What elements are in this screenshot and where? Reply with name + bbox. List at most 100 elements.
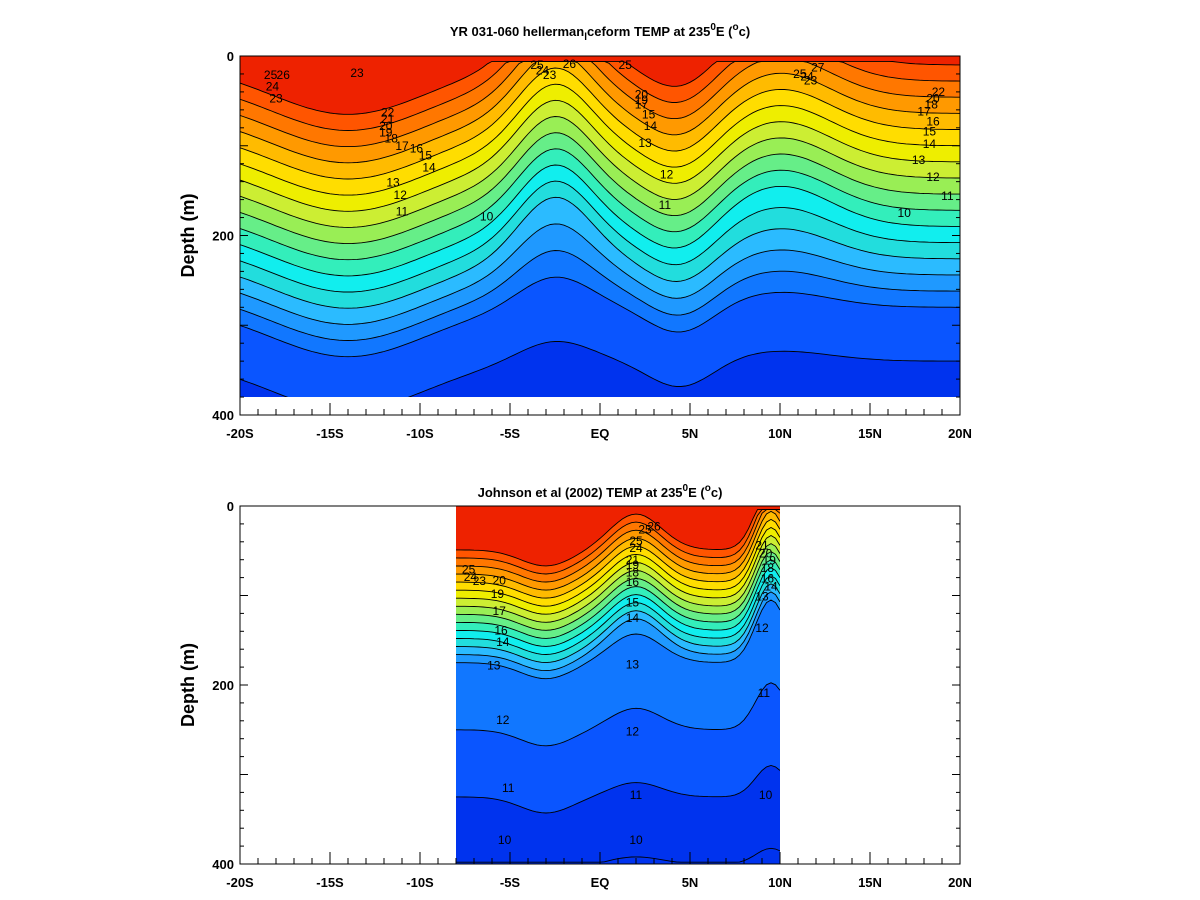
title-part: c)	[739, 24, 751, 39]
contour-line-27	[456, 509, 780, 567]
x-tick-label: 5N	[682, 426, 699, 441]
y-axis-label: Depth (m)	[178, 194, 198, 278]
contour-line-19	[240, 132, 960, 245]
contour-line-25	[456, 509, 780, 583]
contour-label: 18	[761, 561, 775, 575]
contour-line-20	[456, 543, 780, 623]
contour-line-26	[456, 509, 780, 575]
y-tick-label: 400	[212, 857, 234, 872]
contour-label: 23	[269, 91, 283, 105]
contour-line-24	[240, 60, 960, 164]
contour-label: 15	[642, 107, 656, 121]
contour-label: 12	[660, 168, 674, 182]
temperature-field	[456, 506, 780, 864]
contour-line-23	[456, 518, 780, 599]
contour-label: 21	[626, 553, 640, 567]
title-part: o	[705, 483, 711, 494]
contour-line-12	[240, 276, 960, 358]
contour-label: 11	[502, 781, 515, 795]
contour-label: 12	[626, 725, 640, 739]
contour-label: 19	[763, 554, 777, 568]
contour-line-14	[240, 223, 960, 325]
contour-label: 12	[394, 188, 408, 202]
contour-line-17	[240, 164, 960, 277]
contour-label: 26	[563, 57, 577, 71]
contour-label: 23	[543, 68, 557, 82]
contour-label: 24	[800, 70, 814, 84]
contour-line-17	[456, 567, 780, 647]
contour-label: 16	[626, 575, 640, 589]
title-part: l	[584, 32, 587, 43]
x-tick-label: 5N	[682, 875, 699, 890]
contour-label: 20	[379, 119, 393, 133]
contour-label: 20	[759, 547, 773, 561]
x-tick-label: -20S	[226, 875, 254, 890]
contour-label: 18	[925, 98, 939, 112]
contour-label: 13	[638, 136, 652, 150]
contour-label: 23	[473, 574, 487, 588]
x-tick-label: 20N	[948, 875, 972, 890]
title-part: Johnson et al (2002) TEMP at 235	[478, 485, 683, 500]
contour-line-20	[240, 116, 960, 228]
contour-label: 11	[758, 686, 771, 700]
contour-line-25	[240, 60, 960, 148]
title-part: E (	[716, 24, 733, 39]
x-tick-label: 20N	[948, 426, 972, 441]
contour-label: 11	[630, 788, 643, 802]
contour-label: 20	[493, 573, 507, 587]
contour-line-22	[456, 526, 780, 607]
contour-label: 19	[491, 587, 505, 601]
contour-label: 14	[923, 137, 937, 151]
chart-title: YR 031-060 hellermanlceform TEMP at 2350…	[450, 22, 750, 43]
y-tick-label: 0	[227, 499, 234, 514]
contour-label: 18	[385, 132, 399, 146]
contour-label: 12	[926, 170, 940, 184]
contour-label: 22	[381, 106, 395, 120]
contour-label: 24	[629, 541, 643, 555]
contour-label: 16	[761, 572, 775, 586]
contour-label: 23	[350, 66, 364, 80]
contour-label: 25	[629, 534, 643, 548]
contour-line-24	[456, 510, 780, 591]
contour-label: 12	[755, 621, 769, 635]
contour-label: 19	[635, 93, 649, 107]
contour-label: 25	[638, 522, 652, 536]
contour-line-23	[240, 67, 960, 180]
contour-line-15	[456, 583, 780, 664]
contour-label: 27	[811, 61, 825, 75]
contour-label: 23	[804, 73, 818, 87]
contour-line-21	[240, 99, 960, 212]
x-tick-label: -20S	[226, 426, 254, 441]
contour-label: 25	[619, 58, 633, 72]
contour-label: 15	[419, 149, 433, 163]
contour-label: 16	[926, 115, 940, 129]
contour-label: 14	[626, 611, 640, 625]
contour-label: 25	[530, 58, 544, 72]
contour-label: 14	[644, 119, 658, 133]
y-axis-label: Depth (m)	[178, 643, 198, 727]
contour-line-16	[456, 575, 780, 655]
contour-line-22	[240, 83, 960, 196]
contour-line-18	[240, 148, 960, 261]
title-part: o	[733, 22, 739, 33]
contour-line-19	[456, 551, 780, 631]
contour-label: 26	[277, 68, 291, 82]
contour-label: 10	[898, 206, 912, 220]
contour-label: 13	[386, 176, 400, 190]
x-tick-label: 10N	[768, 426, 792, 441]
contour-label: 17	[493, 604, 507, 618]
contour-line-11	[456, 765, 780, 814]
contour-label: 12	[496, 713, 510, 727]
contour-label: 18	[626, 565, 640, 579]
contour-label: 14	[496, 635, 510, 649]
title-part: 0	[710, 22, 716, 33]
contour-label: 19	[379, 125, 393, 139]
contour-label: 26	[647, 520, 661, 534]
contour-label: 10	[498, 833, 512, 847]
contour-line-15	[240, 196, 960, 309]
contour-label: 25	[264, 68, 278, 82]
contour-line-13	[456, 599, 780, 680]
